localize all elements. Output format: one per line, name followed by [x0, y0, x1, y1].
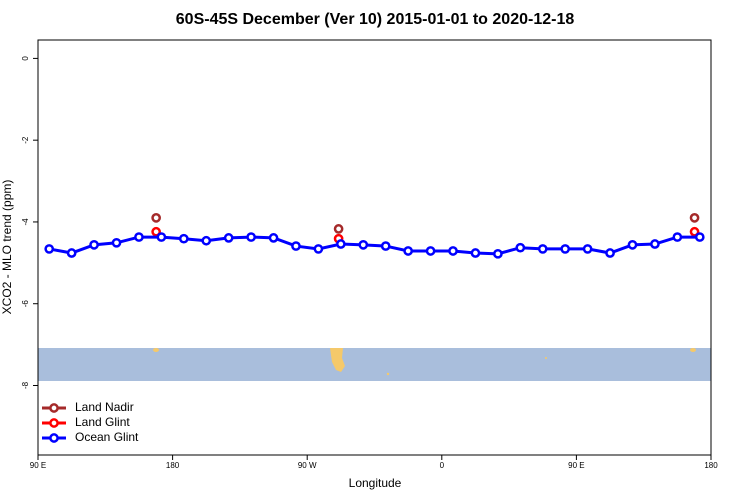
chart-title: 60S-45S December (Ver 10) 2015-01-01 to …: [176, 11, 575, 28]
y-tick-label: -8: [21, 381, 30, 389]
legend-label: Ocean Glint: [75, 430, 139, 444]
point: [151, 226, 161, 237]
y-tick-label: -6: [21, 300, 30, 308]
x-tick-label: 90 E: [568, 461, 584, 470]
point: [425, 246, 436, 256]
series-line: [48, 235, 700, 256]
x-tick-label: 0: [440, 461, 445, 470]
plot-frame: [37, 39, 712, 456]
x-tick-label: 90 W: [298, 461, 317, 470]
point: [178, 233, 189, 244]
legend-label: Land Nadir: [75, 400, 134, 414]
point: [694, 232, 705, 242]
x-tick-label: 180: [166, 461, 180, 470]
point: [689, 213, 700, 223]
point: [627, 239, 638, 250]
legend-swatch-marker: [49, 418, 59, 428]
point: [313, 244, 324, 254]
point: [515, 242, 526, 253]
y-tick-label: -2: [21, 136, 30, 144]
legend-swatch-marker: [49, 433, 59, 443]
point: [672, 232, 683, 242]
point: [560, 244, 571, 254]
point: [156, 232, 167, 242]
legend-swatch-marker: [49, 403, 59, 413]
point: [403, 246, 413, 256]
point: [89, 239, 99, 250]
point: [689, 226, 700, 237]
point: [650, 239, 660, 249]
point: [268, 233, 279, 243]
point: [333, 224, 344, 234]
point: [358, 239, 369, 250]
point: [66, 248, 77, 258]
x-tick-label: 180: [704, 461, 718, 470]
point: [291, 241, 301, 251]
point: [151, 213, 161, 223]
y-tick-label: 0: [21, 56, 30, 61]
point: [537, 244, 548, 254]
y-axis-label: XCO2 - MLO trend (ppm): [0, 180, 14, 315]
point: [336, 239, 346, 249]
legend-label: Land Glint: [75, 415, 130, 429]
point: [448, 246, 458, 256]
x-tick-label: 90 E: [30, 461, 46, 470]
point: [605, 248, 615, 258]
point: [493, 248, 503, 259]
point: [44, 244, 55, 254]
point: [470, 248, 481, 258]
y-tick-label: -4: [21, 218, 30, 226]
point: [582, 244, 593, 254]
x-axis-label: Longitude: [349, 476, 402, 490]
land-shapes: [153, 348, 696, 376]
point: [134, 232, 144, 242]
point: [201, 235, 212, 246]
map-strip: [38, 348, 711, 381]
point: [246, 232, 256, 242]
point: [111, 237, 122, 248]
point: [223, 233, 234, 243]
point: [380, 241, 391, 251]
